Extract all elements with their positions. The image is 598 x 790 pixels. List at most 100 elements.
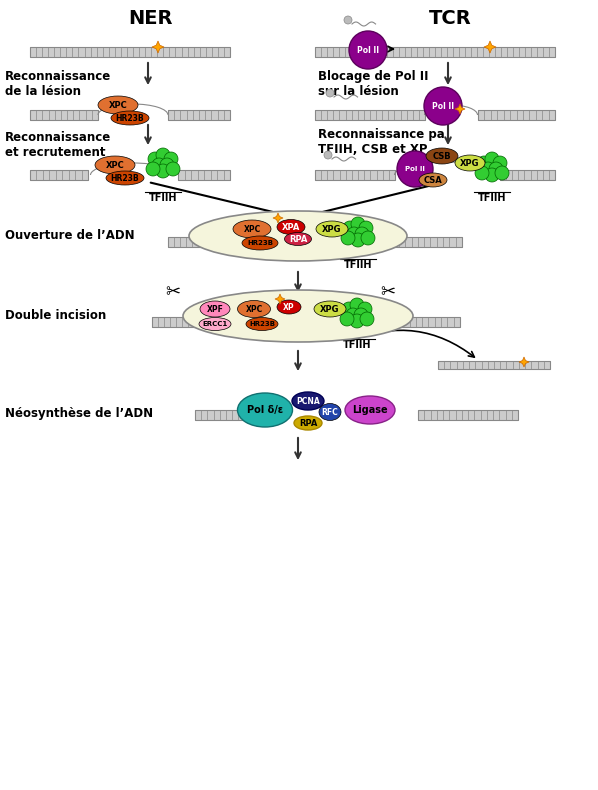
Ellipse shape [156,148,170,162]
Ellipse shape [347,227,361,241]
FancyBboxPatch shape [168,110,230,120]
Ellipse shape [285,232,312,246]
Polygon shape [152,41,164,53]
Text: XP: XP [283,303,295,311]
FancyBboxPatch shape [168,237,246,247]
Ellipse shape [489,162,503,176]
FancyBboxPatch shape [378,317,460,327]
FancyBboxPatch shape [30,110,98,120]
Ellipse shape [314,301,346,317]
Text: CSB: CSB [433,152,451,160]
FancyBboxPatch shape [30,47,230,57]
Text: XPC: XPC [243,224,261,234]
Text: TCR: TCR [429,9,471,28]
Ellipse shape [277,300,301,314]
Text: CSA: CSA [423,175,443,185]
Polygon shape [275,294,285,304]
FancyBboxPatch shape [152,317,230,327]
Ellipse shape [146,162,160,176]
FancyBboxPatch shape [500,170,555,180]
Ellipse shape [160,158,174,172]
Ellipse shape [346,308,360,322]
Text: Ouverture de l’ADN: Ouverture de l’ADN [5,228,135,242]
FancyBboxPatch shape [418,410,518,420]
Text: ERCC1: ERCC1 [202,321,228,327]
Text: Pol II: Pol II [405,166,425,172]
Text: TFIIH: TFIIH [344,260,372,270]
Ellipse shape [324,151,332,159]
Text: HR23B: HR23B [249,321,275,327]
Ellipse shape [316,221,348,237]
Ellipse shape [183,290,413,342]
Ellipse shape [237,300,270,318]
Ellipse shape [98,96,138,114]
Text: RPA: RPA [289,235,307,243]
Text: XPC: XPC [245,304,263,314]
FancyBboxPatch shape [315,47,555,57]
Ellipse shape [477,156,491,170]
Ellipse shape [341,231,355,245]
Ellipse shape [344,16,352,24]
Ellipse shape [319,404,341,420]
Text: Double incision: Double incision [5,309,106,322]
Ellipse shape [106,171,144,185]
FancyBboxPatch shape [380,237,462,247]
Ellipse shape [350,298,364,312]
Text: ✂: ✂ [166,283,181,301]
Text: XPG: XPG [321,304,340,314]
Text: Reconnaissance pa
TFIIH, CSB et XP: Reconnaissance pa TFIIH, CSB et XP [318,128,445,156]
Ellipse shape [152,158,166,172]
Ellipse shape [242,236,278,250]
Polygon shape [455,104,465,114]
Text: HR23B: HR23B [247,240,273,246]
Text: Reconnaissance
de la lésion: Reconnaissance de la lésion [5,70,111,98]
Ellipse shape [340,312,354,326]
Ellipse shape [360,312,374,326]
Text: TFIIH: TFIIH [343,340,371,350]
Ellipse shape [419,173,447,187]
Polygon shape [273,213,283,223]
Ellipse shape [148,152,162,166]
FancyBboxPatch shape [178,170,230,180]
Ellipse shape [485,168,499,182]
Ellipse shape [355,227,369,241]
Text: XPG: XPG [460,159,480,167]
Text: XPF: XPF [206,304,224,314]
Ellipse shape [359,221,373,235]
Text: Pol II: Pol II [357,46,379,55]
Ellipse shape [358,302,372,316]
Ellipse shape [199,318,231,330]
Text: HR23B: HR23B [111,174,139,182]
Text: Blocage de Pol II
sur la lésion: Blocage de Pol II sur la lésion [318,70,429,98]
Text: XPA: XPA [282,223,300,231]
Text: RFC: RFC [322,408,338,416]
Ellipse shape [354,308,368,322]
Ellipse shape [495,166,509,180]
Ellipse shape [326,89,334,97]
Ellipse shape [200,301,230,317]
FancyBboxPatch shape [195,410,257,420]
Ellipse shape [424,87,462,125]
Text: ✂: ✂ [380,283,395,301]
Text: Pol II: Pol II [432,101,454,111]
Ellipse shape [111,111,149,125]
Text: Ligase: Ligase [352,405,388,415]
Ellipse shape [455,155,485,171]
Text: Reconnaissance
et recrutement: Reconnaissance et recrutement [5,131,111,159]
Text: TFIIH: TFIIH [149,193,177,203]
Text: RPA: RPA [299,419,317,427]
Ellipse shape [485,152,499,166]
Ellipse shape [481,162,495,176]
Text: XPG: XPG [322,224,341,234]
Polygon shape [484,41,496,53]
FancyBboxPatch shape [315,170,395,180]
Text: Pol δ/ε: Pol δ/ε [247,405,283,415]
Text: XPC: XPC [109,100,127,110]
Ellipse shape [292,392,324,410]
Ellipse shape [351,233,365,247]
Ellipse shape [349,31,387,69]
Ellipse shape [475,166,489,180]
Ellipse shape [351,217,365,231]
Ellipse shape [233,220,271,238]
Text: HR23B: HR23B [115,114,144,122]
